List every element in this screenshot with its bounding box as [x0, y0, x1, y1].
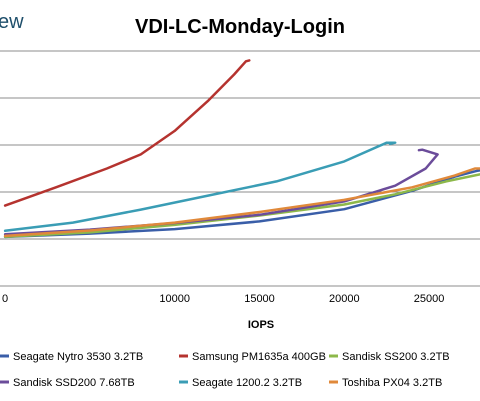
- brand-fragment: ew: [0, 11, 24, 33]
- series-line-4: [3, 141, 397, 233]
- x-tick-label-1: 10000: [159, 293, 190, 305]
- series-line-1: [3, 59, 251, 207]
- series-line-5: [3, 167, 480, 238]
- x-tick-label-0: 0: [2, 293, 8, 305]
- legend-label-0: Seagate Nytro 3530 3.2TB: [13, 351, 143, 363]
- legend-label-2: Sandisk SS200 3.2TB: [342, 351, 450, 363]
- gridlines: [0, 50, 480, 240]
- chart-title: VDI-LC-Monday-Login: [135, 16, 345, 38]
- legend-label-4: Seagate 1200.2 3.2TB: [192, 377, 302, 389]
- series-line-2: [3, 173, 480, 238]
- series-group: [3, 59, 480, 239]
- x-tick-label-4: 25000: [414, 293, 445, 305]
- x-tick-label-2: 15000: [244, 293, 275, 305]
- legend-label-3: Sandisk SSD200 7.68TB: [13, 377, 135, 389]
- x-axis-label: IOPS: [248, 319, 274, 331]
- legend: Seagate Nytro 3530 3.2TB Samsung PM1635a …: [0, 351, 450, 389]
- x-ticks: 0 10000 15000 20000 25000: [2, 293, 444, 305]
- x-tick-label-3: 20000: [329, 293, 360, 305]
- legend-label-1: Samsung PM1635a 400GB: [192, 351, 326, 363]
- series-line-0: [3, 169, 480, 239]
- legend-label-5: Toshiba PX04 3.2TB: [342, 377, 442, 389]
